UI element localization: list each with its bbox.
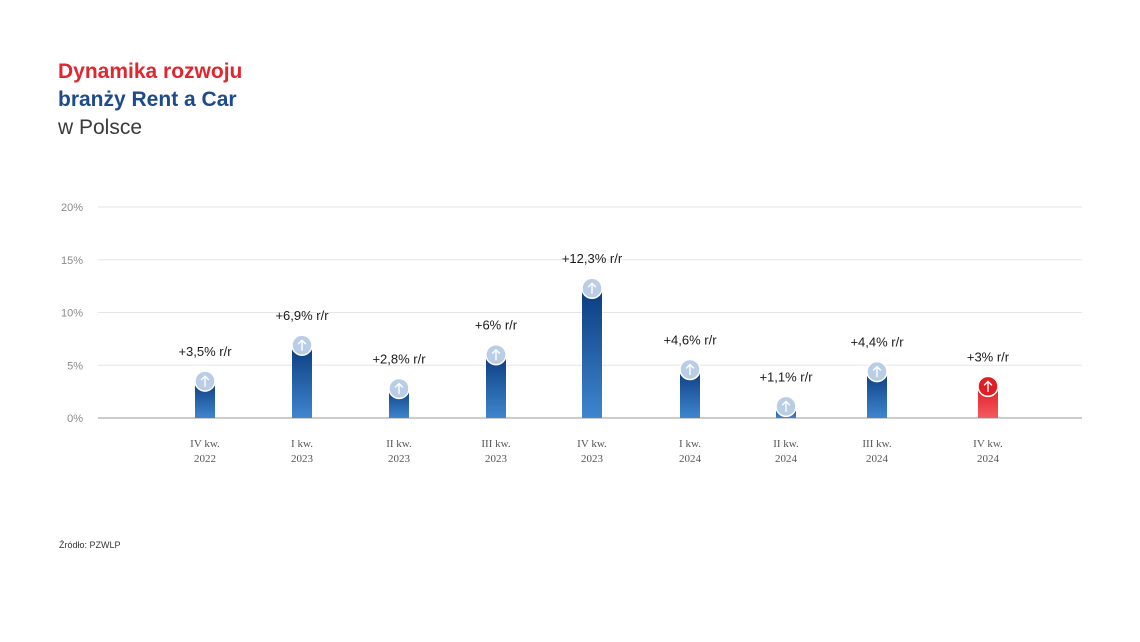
arrow-up-icon <box>781 400 791 413</box>
chart-title-line1: Dynamika rozwoju <box>58 60 243 83</box>
data-label: +3,5% r/r <box>178 344 232 359</box>
x-tick-label: I kw. <box>679 438 701 450</box>
bar <box>486 354 506 418</box>
x-tick-label-year: 2023 <box>388 453 411 465</box>
data-label: +4,4% r/r <box>850 335 904 350</box>
bars-layer <box>194 277 999 418</box>
x-tick-label-year: 2024 <box>775 453 798 465</box>
data-label: +2,8% r/r <box>372 351 426 366</box>
source-note: Źródło: PZWLP <box>59 540 121 550</box>
x-tick-label: I kw. <box>291 438 313 450</box>
x-tick-label-year: 2022 <box>194 453 216 465</box>
x-tick-label: IV kw. <box>973 438 1003 450</box>
y-tick-label: 0% <box>67 413 83 425</box>
bar <box>582 288 602 418</box>
arrow-up-icon <box>983 380 993 393</box>
x-tick-label-year: 2023 <box>581 453 604 465</box>
arrow-up-icon <box>394 382 404 395</box>
x-tick-label-year: 2023 <box>291 453 314 465</box>
data-label: +6% r/r <box>475 318 518 333</box>
data-label: +4,6% r/r <box>663 332 717 347</box>
data-label: +1,1% r/r <box>759 369 813 384</box>
x-tick-label-year: 2024 <box>866 453 889 465</box>
data-label: +3% r/r <box>967 349 1010 364</box>
x-tick-label: III kw. <box>481 438 510 450</box>
x-tick-label: IV kw. <box>190 438 220 450</box>
arrow-up-icon <box>587 282 597 294</box>
y-tick-label: 15% <box>61 255 83 267</box>
chart-title-line2: branży Rent a Car <box>58 88 237 111</box>
labels-layer: +3,5% r/r IV kw. 2022 +6,9% r/r I kw. 2023 +2,… <box>178 251 1009 465</box>
x-tick-label: II kw. <box>773 438 799 450</box>
bar <box>680 369 700 418</box>
data-label: +12,3% r/r <box>562 251 623 266</box>
x-tick-label-year: 2024 <box>679 453 702 465</box>
arrow-up-icon <box>491 349 501 361</box>
x-tick-label-year: 2024 <box>977 453 1000 465</box>
arrow-up-icon <box>872 365 882 378</box>
y-tick-label: 5% <box>67 360 83 372</box>
y-tick-label: 20% <box>61 202 83 214</box>
arrow-up-icon <box>200 375 210 387</box>
chart-title-block: Dynamika rozwoju branży Rent a Car w Pol… <box>58 58 242 142</box>
arrow-up-icon <box>297 339 307 351</box>
x-tick-label-year: 2023 <box>485 453 508 465</box>
data-label: +6,9% r/r <box>275 308 329 323</box>
x-tick-label: III kw. <box>862 438 891 450</box>
x-tick-label: II kw. <box>386 438 412 450</box>
x-tick-label: IV kw. <box>577 438 607 450</box>
bar <box>867 371 887 418</box>
bar <box>292 345 312 418</box>
arrow-up-icon <box>685 363 695 376</box>
y-tick-label: 10% <box>61 308 83 320</box>
chart-title-line3: w Polsce <box>58 116 143 139</box>
